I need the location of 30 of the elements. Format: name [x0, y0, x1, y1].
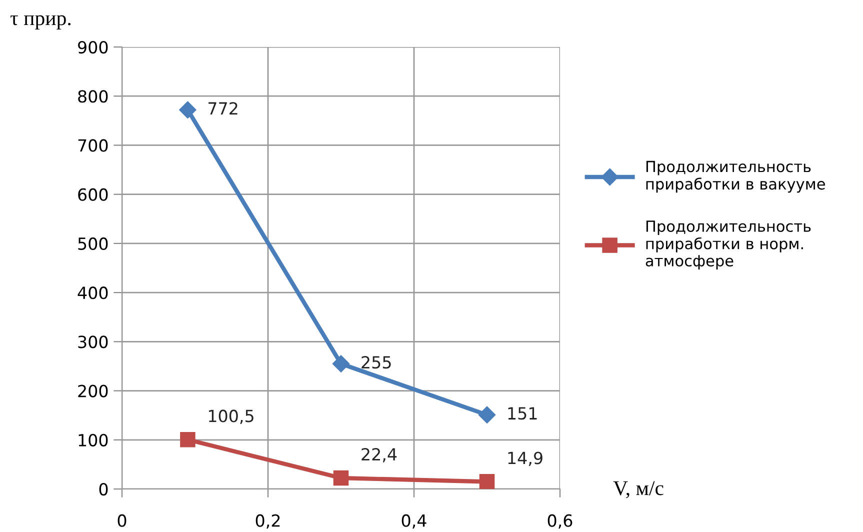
y-tick-label: 800 [78, 90, 108, 103]
x-tick-label: 0,6 [548, 514, 572, 529]
x-axis-title: V, м/с [613, 481, 664, 498]
data-label: 14,9 [508, 452, 542, 466]
y-tick-label: 500 [78, 237, 108, 250]
point [180, 432, 196, 448]
x-tick-label: 0,4 [402, 514, 426, 529]
y-tick-label: 200 [78, 384, 108, 398]
x-tick-label: 0 [118, 514, 126, 527]
x-tick-label: 0,2 [256, 514, 280, 529]
data-label: 22,4 [362, 448, 397, 462]
point [332, 355, 350, 372]
y-tick-label: 0 [99, 482, 108, 496]
y-tick-label: 100 [78, 434, 108, 446]
legend-label: Продолжительность приработки в вакууме [646, 160, 825, 193]
point [479, 474, 495, 489]
y-tick-label: 300 [78, 336, 108, 348]
y-tick-label: 700 [78, 139, 108, 152]
data-label: 255 [362, 356, 391, 369]
point [478, 406, 496, 424]
y-tick-label: 900 [78, 40, 108, 54]
point [179, 101, 196, 118]
y-tick-label: 600 [78, 188, 108, 201]
data-label: 151 [508, 407, 537, 420]
legend-label: Продолжительность приработки в норм. атмосфере [646, 220, 811, 270]
y-axis-title: τ прир. [10, 15, 71, 30]
data-label: 772 [208, 102, 238, 114]
data-label: 100,5 [208, 410, 254, 424]
point [333, 470, 349, 486]
y-tick-label: 400 [78, 286, 108, 300]
